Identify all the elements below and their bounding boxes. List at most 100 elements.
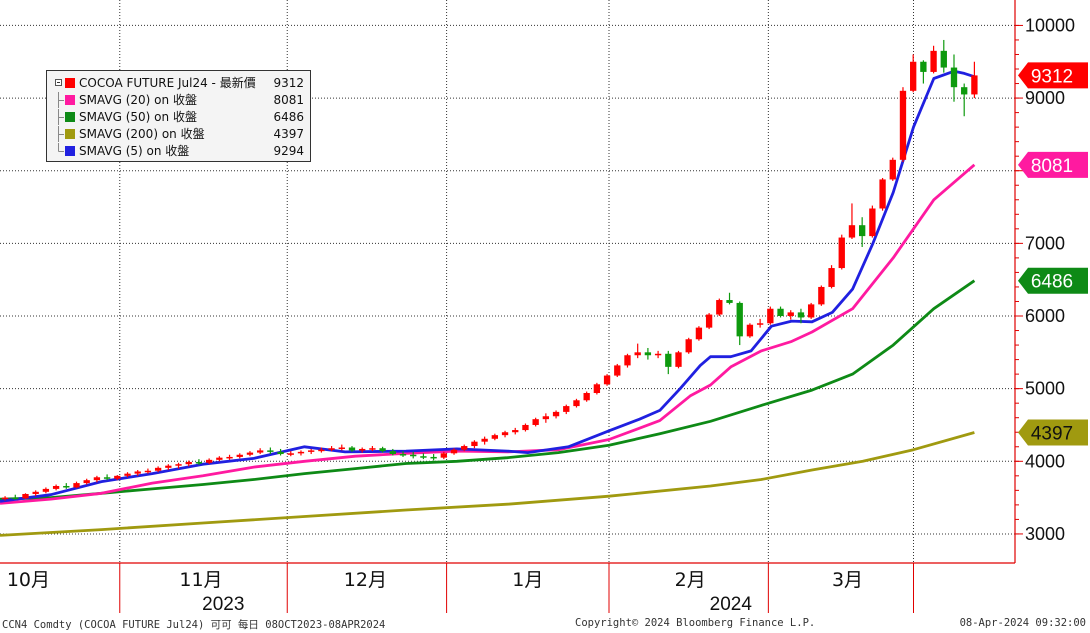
candle-body: [144, 470, 152, 473]
ma-line-smavg20: [0, 163, 976, 505]
candle-body: [746, 324, 754, 337]
candle-body: [73, 483, 80, 488]
candle-body: [695, 327, 703, 340]
legend-value: 4397: [273, 127, 304, 141]
legend-row-sma5: SMAVG (5) on 收盤 9294: [55, 143, 304, 159]
candle-body: [930, 50, 937, 72]
tree-collapse-icon[interactable]: [55, 75, 65, 91]
candle-body: [134, 471, 141, 474]
candle-body: [338, 447, 345, 449]
candle-body: [52, 485, 60, 489]
candle-body: [267, 450, 274, 452]
candle-body: [12, 497, 19, 500]
price-tag-label: 6486: [1031, 272, 1073, 293]
candle-body: [348, 447, 356, 451]
year-label: 2023: [202, 594, 244, 615]
candle-body: [226, 456, 233, 459]
x-tick-label: 1月: [512, 569, 543, 591]
footer-security-info: CCN4 Comdty (COCOA FUTURE Jul24) 可可 每日 0…: [2, 619, 386, 631]
candle-body: [879, 179, 886, 209]
candle-body: [236, 454, 243, 457]
ma-line-smavg200: [0, 431, 975, 537]
candle-body: [318, 449, 325, 452]
legend-value: 9312: [273, 76, 304, 90]
candle-body: [124, 473, 131, 476]
legend-swatch: [65, 78, 75, 88]
y-tick-label: 5000: [1025, 379, 1065, 399]
year-label: 2024: [710, 594, 753, 615]
candlestick-series: [1, 39, 978, 501]
candle-body: [767, 308, 774, 324]
candle-body: [532, 419, 539, 425]
candle-body: [583, 393, 590, 401]
moving-average-lines: [0, 69, 976, 537]
candle-body: [848, 225, 856, 238]
candle-body: [103, 477, 111, 479]
candle-body: [869, 208, 876, 237]
price-tag-label: 9312: [1031, 66, 1073, 87]
candle-body: [440, 453, 447, 458]
x-tick-label: 11月: [179, 569, 222, 591]
candle-body: [961, 87, 968, 95]
candle-body: [389, 451, 396, 455]
legend-value: 9294: [273, 144, 304, 158]
candle-body: [552, 411, 560, 417]
candle-body: [950, 67, 958, 88]
price-tag: [1018, 151, 1088, 178]
candle-body: [359, 448, 366, 451]
legend-row-price: COCOA FUTURE Jul24 - 最新價 9312: [55, 75, 304, 91]
legend-label: SMAVG (20) on 收盤: [79, 93, 197, 107]
footer-copyright: Copyright© 2024 Bloomberg Finance L.P.: [575, 617, 816, 629]
candle-body: [22, 493, 29, 499]
y-tick-label: 3000: [1025, 524, 1065, 544]
legend-swatch: [65, 129, 75, 139]
candle-body: [195, 462, 203, 464]
candle-body: [246, 452, 254, 455]
legend-row-sma20: SMAVG (20) on 收盤 8081: [55, 92, 304, 108]
candle-body: [573, 400, 580, 407]
legend-row-sma50: SMAVG (50) on 收盤 6486: [55, 109, 304, 125]
candle-body: [114, 475, 121, 479]
chart-legend: COCOA FUTURE Jul24 - 最新價 9312 SMAVG (20)…: [46, 70, 311, 162]
candle-body: [614, 365, 621, 376]
candle-body: [512, 430, 519, 433]
candle-body: [399, 454, 407, 456]
x-tick-label: 3月: [832, 569, 863, 591]
legend-row-sma200: SMAVG (200) on 收盤 4397: [55, 126, 304, 142]
candle-body: [624, 355, 631, 366]
candle-body: [910, 61, 917, 91]
y-tick-label: 7000: [1025, 233, 1065, 253]
candle-body: [940, 50, 947, 68]
price-tag: [1018, 62, 1088, 89]
price-tag-label: 4397: [1031, 423, 1073, 444]
legend-label: SMAVG (50) on 收盤: [79, 110, 197, 124]
candle-body: [807, 304, 815, 318]
candle-body: [256, 450, 264, 453]
legend-swatch: [65, 112, 75, 122]
candle-body: [328, 448, 335, 450]
candle-body: [644, 352, 652, 356]
legend-label: COCOA FUTURE Jul24 - 最新價: [79, 76, 256, 90]
candle-body: [889, 159, 896, 180]
candle-body: [450, 449, 458, 454]
candle-body: [654, 353, 662, 356]
x-tick-label: 12月: [344, 569, 387, 591]
candle-body: [777, 308, 784, 317]
legend-label: SMAVG (200) on 收盤: [79, 127, 205, 141]
candle-body: [501, 432, 509, 436]
candle-body: [797, 312, 805, 318]
candle-body: [63, 485, 70, 488]
candle-body: [287, 453, 294, 455]
legend-value: 6486: [273, 110, 304, 124]
candle-body: [471, 441, 478, 447]
candle-body: [665, 353, 672, 367]
footer-timestamp: 08-Apr-2024 09:32:00: [959, 617, 1086, 629]
y-tick-label: 6000: [1025, 306, 1065, 326]
x-tick-label: 2月: [675, 569, 706, 591]
y-tick-label: 10000: [1025, 15, 1075, 35]
ma-line-smavg50: [0, 279, 976, 501]
candle-body: [297, 451, 305, 454]
candle-body: [542, 416, 550, 420]
candle-body: [410, 454, 417, 457]
